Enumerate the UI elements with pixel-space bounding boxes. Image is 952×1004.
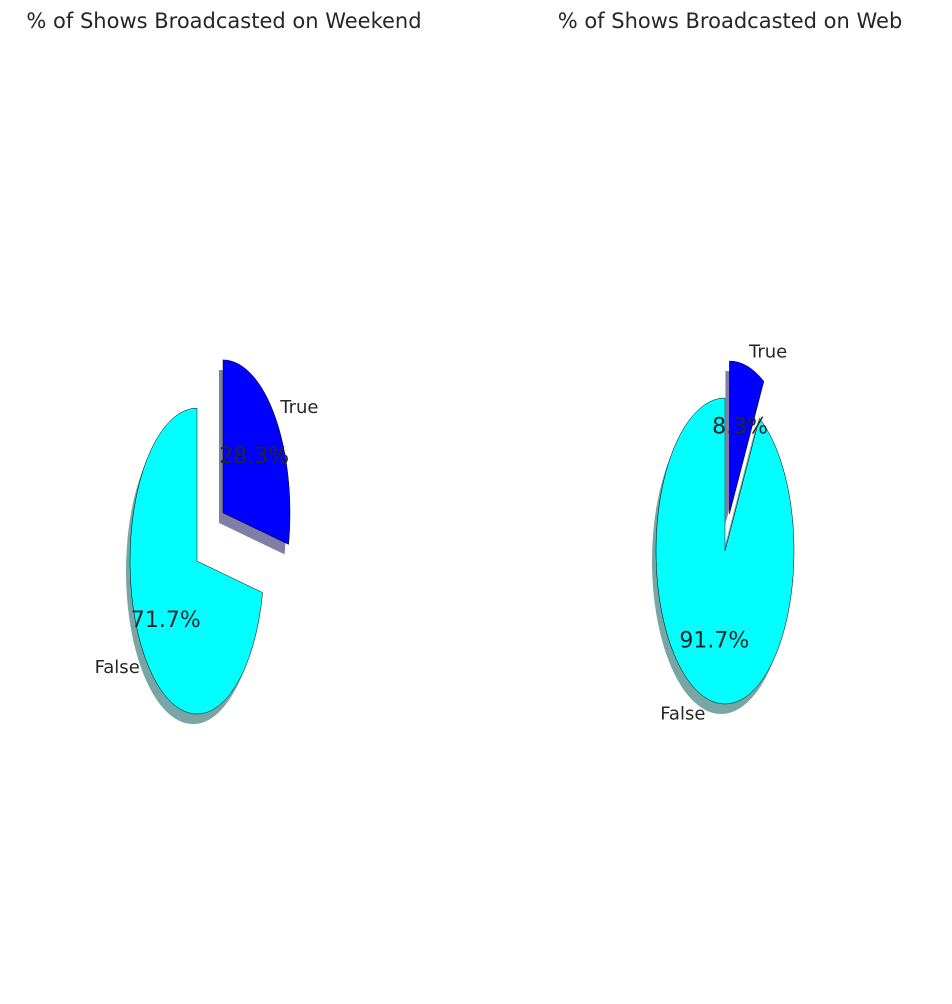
pie-slice-true: [222, 359, 291, 545]
category-label: True: [279, 397, 318, 418]
percent-label: 28.3%: [219, 444, 289, 469]
chart-title: % of Shows Broadcasted on Weekend: [26, 9, 421, 33]
category-label: False: [95, 657, 140, 678]
pie-plot-area: False 91.7% True 8.3%: [652, 341, 795, 725]
percent-label: 71.7%: [131, 608, 201, 633]
chart-title: % of Shows Broadcasted on Web: [558, 9, 903, 33]
percent-label: 8.3%: [712, 414, 768, 439]
pie-slice-false: [655, 397, 795, 705]
weekend-pie-chart: % of Shows Broadcasted on Weekend False 7…: [26, 9, 422, 725]
category-label: True: [748, 341, 787, 362]
pie-slice-false: [129, 407, 263, 715]
web-pie-chart: % of Shows Broadcasted on Web False 91.7%…: [558, 9, 903, 725]
pie-slice-true: [729, 360, 765, 515]
pie-plot-area: False 71.7% True 28.3%: [95, 359, 318, 725]
category-label: False: [660, 704, 705, 725]
percent-label: 91.7%: [679, 629, 749, 654]
